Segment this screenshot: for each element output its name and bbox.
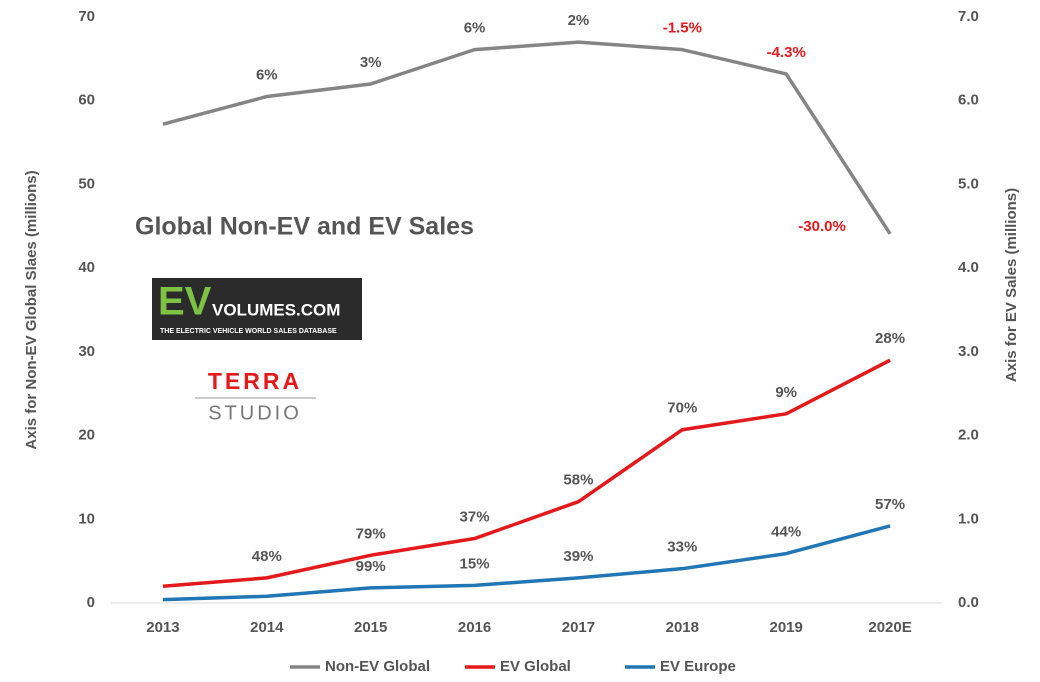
growth-label: -30.0% [798,218,846,235]
y2-tick-label: 5.0 [958,175,979,192]
x-tick-label: 2020E [868,619,911,636]
growth-label: 57% [875,496,905,513]
growth-label: 44% [771,524,801,541]
logo-terra: TERRA [208,368,302,394]
growth-label: 79% [356,525,386,542]
y2-tick-label: 1.0 [958,510,979,527]
growth-label: 99% [356,558,386,575]
ev-volumes-logo: EV VOLUMES.COM THE ELECTRIC VEHICLE WORL… [152,278,362,340]
y-tick-label: 0 [87,594,95,611]
x-tick-label: 2019 [770,619,803,636]
y-tick-label: 20 [78,427,95,444]
growth-label: 39% [563,548,593,565]
x-tick-label: 2013 [146,619,179,636]
growth-label: 9% [775,384,797,401]
series-line [162,524,891,602]
growth-label: 15% [460,555,490,572]
y2-tick-label: 6.0 [958,92,979,109]
growth-label: 70% [667,400,697,417]
growth-label: 33% [667,539,697,556]
y-axis-title: Axis for Non-EV Global Slaes (millions) [23,170,40,449]
y2-axis-title: Axis for EV Sales (millions) [1003,188,1020,382]
logo-studio: STUDIO [208,402,302,424]
growth-label: 48% [252,548,282,565]
x-tick-label: 2016 [458,619,491,636]
y-tick-label: 40 [78,259,95,276]
y-tick-label: 70 [78,8,95,25]
logo-background [152,278,362,340]
logo-ev: EV [158,280,212,324]
growth-label: 6% [464,20,486,37]
y-tick-label: 60 [78,92,95,109]
legend-label: EV Global [500,658,571,675]
x-tick-label: 2014 [250,619,284,636]
y-tick-label: 10 [78,510,95,527]
growth-label: 58% [563,472,593,489]
chart-title: Global Non-EV and EV Sales [135,213,474,241]
growth-label: -1.5% [663,20,702,37]
series-line [162,40,892,235]
growth-label: 3% [360,54,382,71]
growth-label: 37% [460,509,490,526]
growth-label: 6% [256,66,278,83]
y2-tick-label: 2.0 [958,427,979,444]
y2-tick-label: 3.0 [958,343,979,360]
x-tick-label: 2018 [666,619,699,636]
series-line [162,358,891,589]
logo-site: VOLUMES.COM [212,300,340,319]
x-tick-label: 2015 [354,619,387,636]
growth-label: 2% [568,12,590,29]
growth-label: -4.3% [767,44,806,61]
x-tick-label: 2017 [562,619,595,636]
y-tick-label: 50 [78,175,95,192]
logo-tagline: THE ELECTRIC VEHICLE WORLD SALES DATABAS… [160,328,337,335]
y2-tick-label: 7.0 [958,8,979,25]
legend-label: EV Europe [660,658,736,675]
y-tick-label: 30 [78,343,95,360]
y2-tick-label: 0.0 [958,594,979,611]
y2-tick-label: 4.0 [958,259,979,276]
terra-studio-logo: TERRA STUDIO [195,368,316,424]
growth-label: 28% [875,330,905,347]
legend-label: Non-EV Global [325,658,430,675]
